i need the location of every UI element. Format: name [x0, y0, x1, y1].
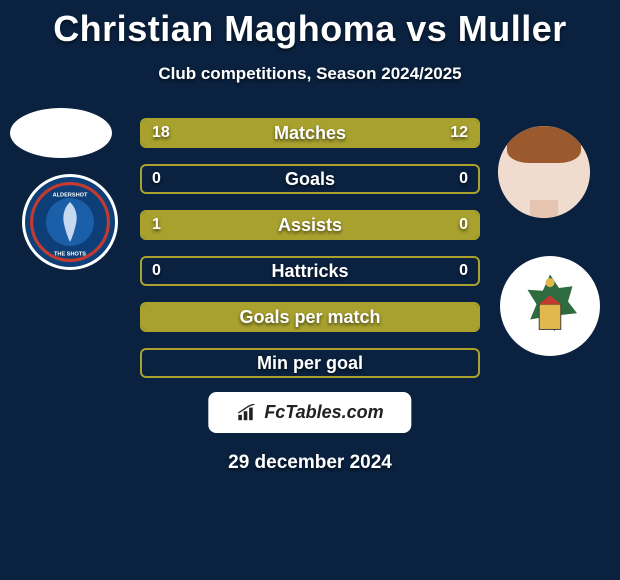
bar-value-left: 1	[152, 212, 161, 238]
svg-text:THE SHOTS: THE SHOTS	[54, 252, 86, 258]
stat-bar: Matches18 12	[140, 118, 480, 148]
bar-value-left: 0	[152, 258, 161, 284]
player-photo-icon	[498, 126, 590, 218]
bar-value-right: 12	[450, 120, 468, 146]
stat-bar: Assists1 0	[140, 210, 480, 240]
club-right-badge	[500, 256, 600, 356]
player-left-avatar	[10, 108, 112, 158]
stat-bars: Matches1812Goals00Assists10Hattricks00Go…	[140, 118, 480, 394]
bar-value-left: 18	[152, 120, 170, 146]
snapshot-date: 29 december 2024	[0, 452, 620, 474]
stat-bar: Goals per match	[140, 302, 480, 332]
stat-bar: Hattricks0 0	[140, 256, 480, 286]
aldershot-badge-icon: ALDERSHOT THE SHOTS	[30, 182, 110, 262]
sutton-badge-icon	[505, 261, 595, 351]
fctables-logo-icon	[236, 404, 258, 422]
stat-bar: Min per goal	[140, 348, 480, 378]
bar-label: Assists	[142, 212, 478, 238]
comparison-subtitle: Club competitions, Season 2024/2025	[0, 64, 620, 84]
comparison-title: Christian Maghoma vs Muller	[0, 0, 620, 50]
bar-value-right: 0	[459, 258, 468, 284]
attribution-badge: FcTables.com	[208, 392, 411, 433]
bar-label: Min per goal	[142, 350, 478, 376]
attribution-text: FcTables.com	[264, 402, 383, 423]
svg-text:ALDERSHOT: ALDERSHOT	[53, 192, 88, 198]
bar-label: Matches	[142, 120, 478, 146]
bar-value-left: 0	[152, 166, 161, 192]
bar-value-right: 0	[459, 212, 468, 238]
bar-label: Hattricks	[142, 258, 478, 284]
bar-label: Goals per match	[142, 304, 478, 330]
bar-value-right: 0	[459, 166, 468, 192]
stat-bar: Goals0 0	[140, 164, 480, 194]
bar-label: Goals	[142, 166, 478, 192]
player-right-avatar	[498, 126, 590, 218]
club-left-badge: ALDERSHOT THE SHOTS	[22, 174, 118, 270]
